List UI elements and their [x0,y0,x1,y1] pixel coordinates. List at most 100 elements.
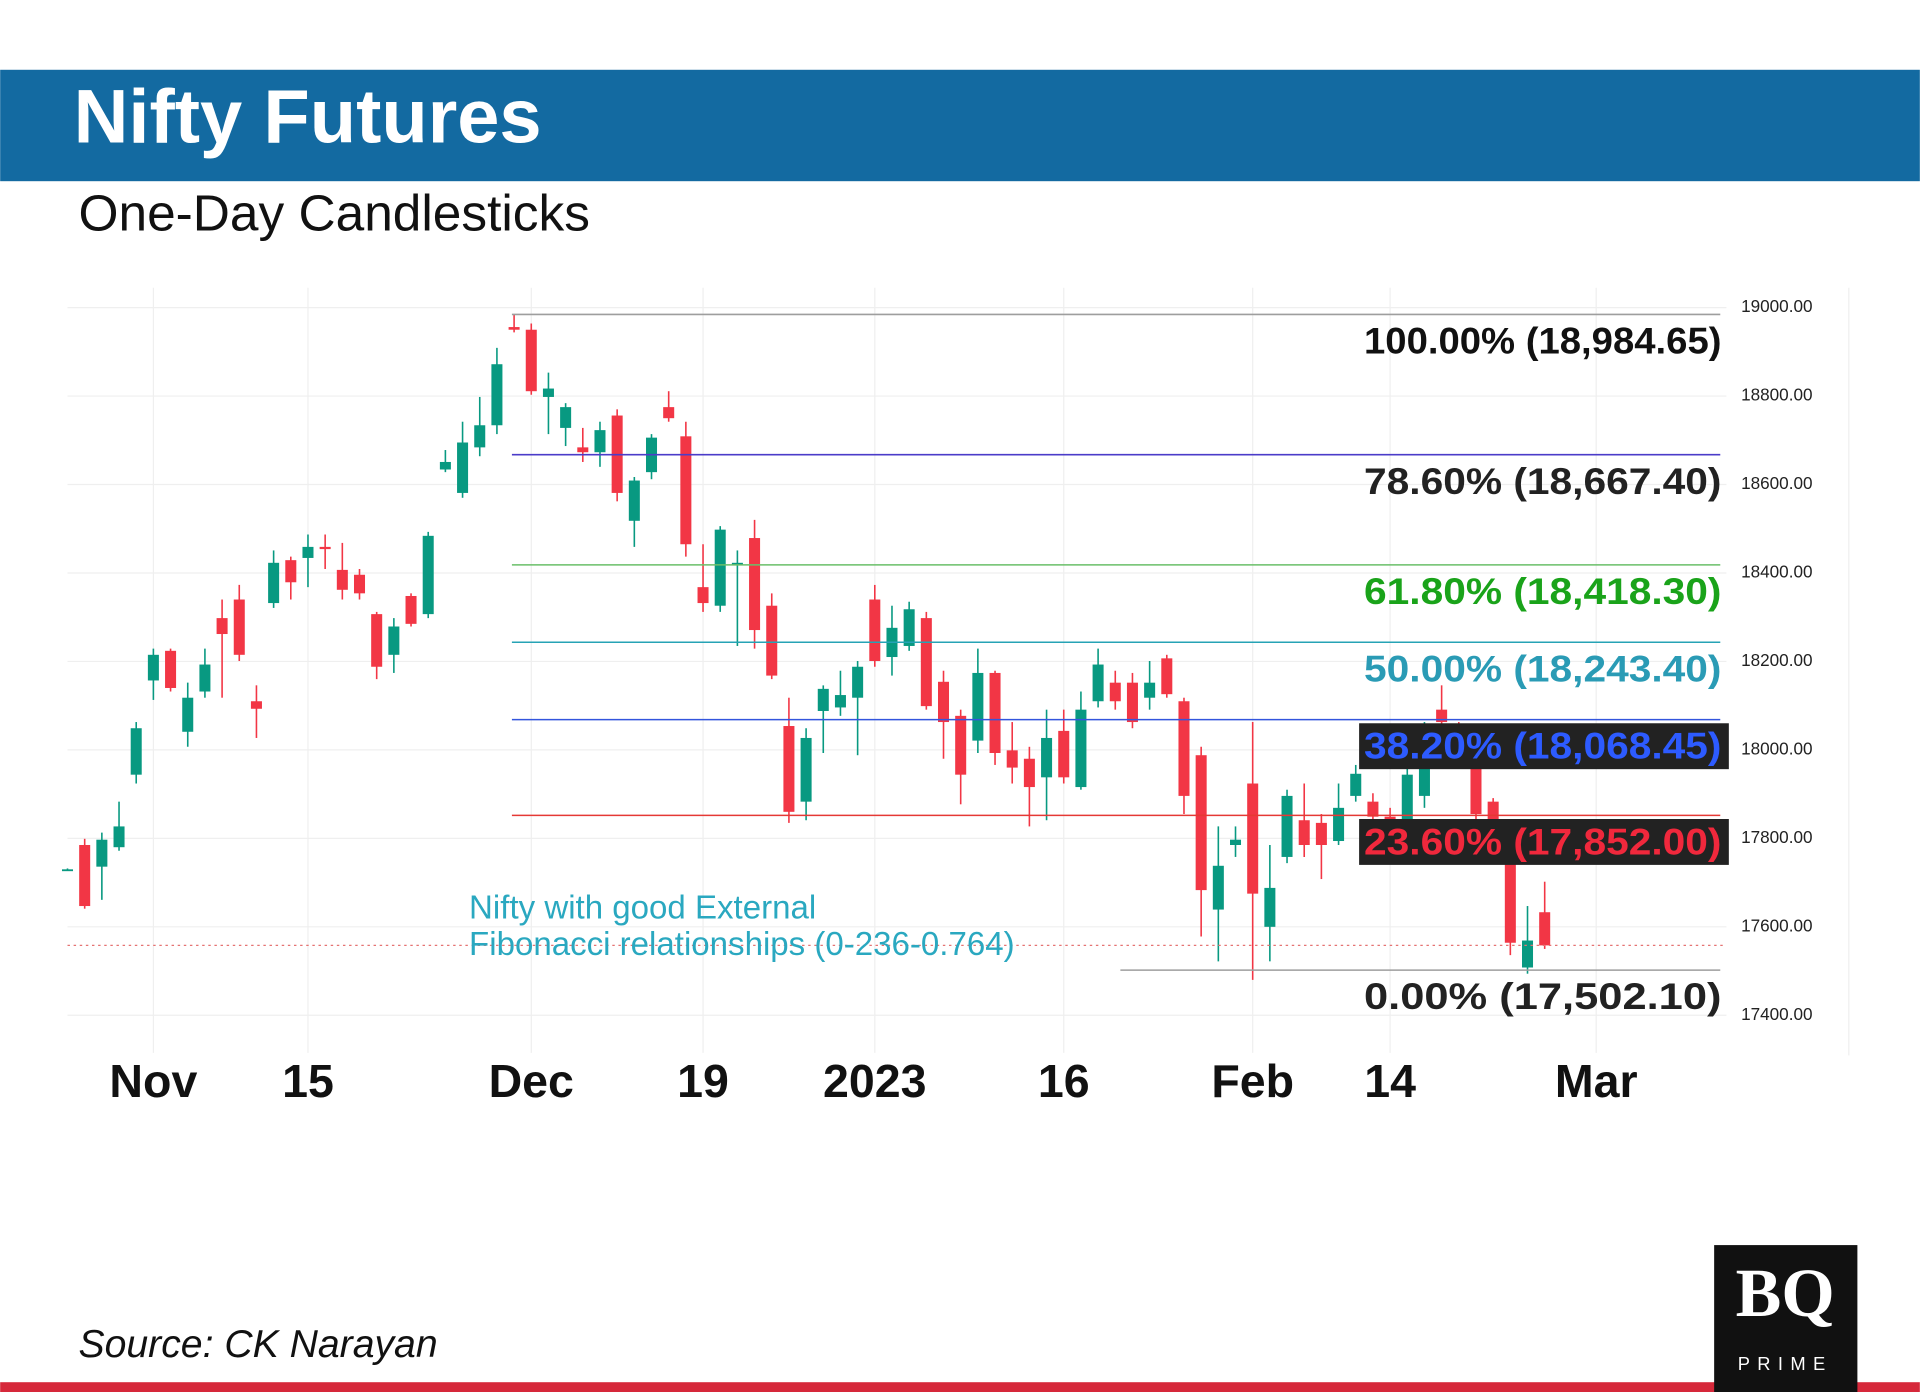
candle-body [1281,795,1293,857]
x-tick-label: 14 [1364,1055,1416,1107]
candle-body [989,672,1001,753]
candle-body [749,538,761,631]
title: Nifty Futures [74,74,542,159]
candle-body [96,839,108,867]
candle-body [834,695,846,708]
candle-body [508,327,520,330]
candle-body [1230,839,1242,845]
y-tick-label: 19000.00 [1741,296,1812,316]
candle-body [1264,887,1276,927]
candle-body [250,701,262,709]
candle-body [594,430,606,453]
candle-body [731,562,743,565]
candle-body [1247,783,1259,894]
candle-body [1333,807,1345,842]
candle-body [1075,709,1087,788]
candle-body [1367,801,1379,817]
candle-body [869,599,881,662]
candle-body [1178,701,1190,796]
candle-body [1041,737,1053,778]
logo-sub: PRIME [1738,1353,1833,1374]
candle-body [817,688,829,711]
candle-body [388,626,400,655]
fib-label: 0.00% (17,502.10) [1364,976,1721,1017]
candle-body [542,388,554,397]
candle-body [903,609,915,646]
candle-body [165,650,177,688]
candle-body [216,618,228,635]
logo-box [1714,1245,1858,1392]
subtitle: One-Day Candlesticks [79,183,590,241]
x-tick-label: Nov [109,1055,197,1107]
candle-body [1539,912,1551,946]
annotation: Fibonacci relationships (0-236-0.764) [469,926,1015,963]
candle-body [783,726,795,812]
x-tick-label: Mar [1555,1055,1638,1107]
header-band [0,69,1920,182]
candle-body [199,664,211,692]
candle-body [577,447,589,453]
candle-body [1522,940,1534,968]
annotation: Nifty with good External [469,889,816,926]
y-tick-label: 18600.00 [1741,473,1812,493]
candle-body [439,461,451,470]
candle-body [1058,730,1070,778]
y-tick-label: 18000.00 [1741,738,1812,758]
candle-body [1126,682,1138,723]
y-tick-label: 18800.00 [1741,385,1812,405]
y-tick-label: 18400.00 [1741,562,1812,582]
plot: 17400.00 17600.00 17800.00 18000.00 18200.00… [61,287,1813,1107]
candle-body [474,425,486,448]
candle-body [714,529,726,606]
x-tick-label: 2023 [823,1055,926,1107]
fib-label: 61.80% (18,418.30) [1364,571,1721,612]
x-tick-label: 16 [1038,1055,1090,1107]
candle-body [268,562,280,604]
candle-body [955,715,967,775]
candle-body [233,599,245,655]
candle-body [560,407,572,428]
fib-label: 38.20% (18,068.45) [1364,726,1721,767]
candle-body [680,436,692,545]
candle-body [697,587,709,604]
candle-body [800,737,812,802]
x-tick-label: 15 [282,1055,334,1107]
candle-body [147,654,159,681]
y-tick-label: 17600.00 [1741,915,1812,935]
candle-body [1109,682,1121,702]
candle-body [353,574,366,594]
source: Source: CK Narayan [79,1323,438,1366]
candle-body [1144,682,1156,698]
candle-body [972,672,984,741]
candle-body [1006,750,1018,768]
x-tick-label: Dec [489,1055,574,1107]
fib-label: 100.00% (18,984.65) [1364,320,1721,361]
candle-body [371,614,383,667]
candle-body [182,697,194,732]
fib-label: 23.60% (17,852.00) [1364,821,1721,862]
candle-body [1436,709,1448,723]
candle-body [1195,755,1207,891]
y-tick-label: 18200.00 [1741,650,1812,670]
candle-body [1315,822,1327,845]
candle-body [1350,773,1362,796]
candle-body [1161,658,1173,695]
candle-body [1298,820,1310,845]
candle-body [79,844,91,907]
candle-body [663,407,675,419]
candle-body [1504,856,1516,943]
candle-body [336,569,348,590]
fib-label-background [1359,723,1729,770]
candle-body [852,666,864,698]
candle-body [285,560,297,583]
candle-body [491,364,503,426]
candle-body [766,605,778,676]
candle-body [937,681,950,723]
candle-body [1487,801,1499,821]
candle-body [422,535,434,615]
candle-body [61,869,74,872]
logo: BQ [1736,1255,1835,1331]
candle-body [113,826,125,848]
